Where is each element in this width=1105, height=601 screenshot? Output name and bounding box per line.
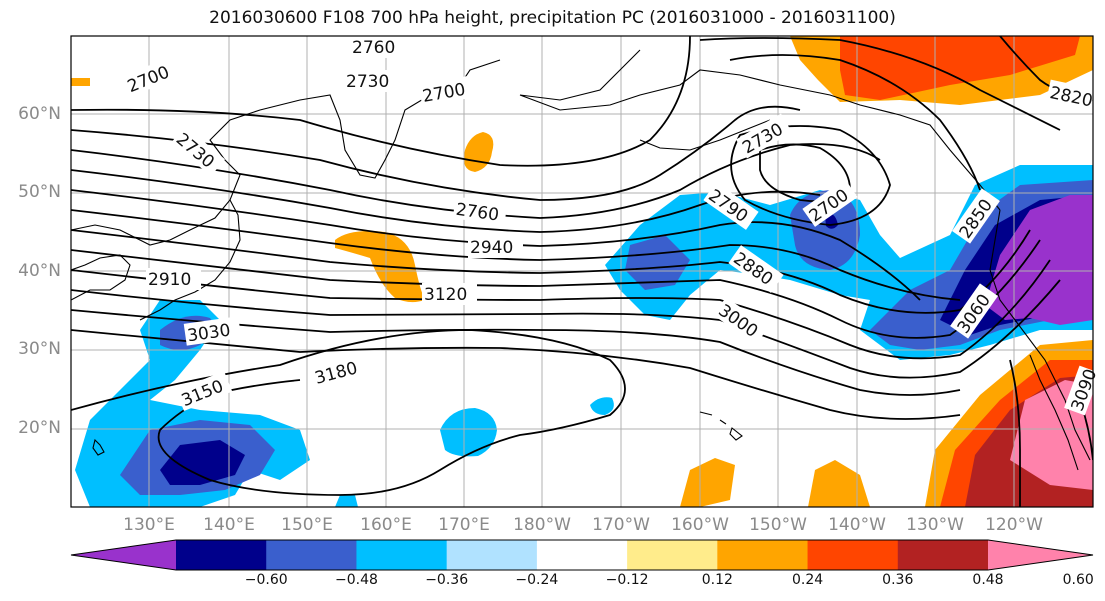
lon-tick-label: 160°W	[671, 515, 729, 535]
lat-tick-label: 60°N	[18, 104, 61, 124]
colorbar-swatch	[717, 540, 809, 570]
shade-east-pacific-purple	[985, 195, 1093, 325]
lat-tick-label: 20°N	[18, 418, 61, 438]
lon-tick-label: 170°E	[438, 515, 490, 535]
contour-label: 2940	[470, 238, 513, 258]
colorbar-swatch	[627, 540, 718, 570]
colorbar-tick-label: 0.24	[791, 572, 824, 588]
colorbar-tick-label: 0.36	[882, 572, 914, 588]
colorbar-extend-max	[988, 540, 1093, 570]
coast-hawaii	[699, 411, 743, 441]
colorbar-tick-label: 0.60	[1062, 572, 1094, 588]
colorbar	[70, 539, 1094, 571]
colorbar-outline	[70, 539, 1094, 571]
colorbar-swatch	[446, 540, 538, 570]
coast-north-america	[989, 209, 1091, 461]
contour-label: 2760	[352, 38, 395, 58]
lat-tick-label: 40°N	[18, 261, 61, 281]
colorbar-swatch	[266, 540, 357, 570]
coast-baja	[1029, 354, 1079, 471]
colorbar-tick-label: −0.36	[425, 572, 469, 588]
contour-label: 2910	[148, 270, 191, 290]
colorbar-swatch	[897, 540, 989, 570]
coast-taiwan	[92, 438, 105, 456]
shade-alaska-red	[840, 36, 1080, 100]
lon-tick-label: 150°W	[749, 515, 807, 535]
colorbar-swatch	[807, 540, 899, 570]
colorbar-tick-label: −0.24	[515, 572, 559, 588]
coast-japan	[139, 199, 241, 321]
colorbar-tick-label: −0.12	[605, 572, 649, 588]
lon-tick-label: 140°W	[828, 515, 886, 535]
map-frame	[70, 35, 1094, 508]
coast-asia	[71, 59, 501, 246]
coast-korea-china	[71, 254, 131, 301]
lat-tick-label: 30°N	[18, 339, 61, 359]
colorbar-tick-label: 0.48	[972, 572, 1004, 588]
contour-label: 2730	[346, 72, 389, 92]
map-title: 2016030600 F108 700 hPa height, precipit…	[209, 8, 896, 28]
lon-tick-label: 130°E	[123, 515, 175, 535]
colorbar-extend-min	[71, 540, 176, 570]
colorbar-swatch	[536, 540, 628, 570]
lon-tick-label: 120°W	[985, 515, 1043, 535]
lon-tick-label: 130°W	[906, 515, 964, 535]
colorbar-tick-label: −0.48	[334, 572, 378, 588]
height-contours	[71, 36, 1093, 507]
lat-tick-label: 50°N	[18, 182, 61, 202]
lon-tick-label: 170°W	[592, 515, 650, 535]
colorbar-swatch	[356, 540, 448, 570]
contour-label: 3120	[424, 285, 467, 305]
lon-tick-label: 140°E	[203, 515, 255, 535]
lon-tick-label: 160°E	[360, 515, 412, 535]
colorbar-tick-label: 0.12	[701, 572, 733, 588]
coast-alaska	[519, 49, 1001, 211]
lon-tick-label: 180°W	[513, 515, 571, 535]
shade-west-pacific-navy	[160, 440, 245, 485]
colorbar-tick-label: −0.60	[244, 572, 288, 588]
lon-tick-label: 150°E	[281, 515, 333, 535]
colorbar-swatch	[176, 540, 267, 570]
shade-east-pacific-blue	[625, 235, 690, 290]
